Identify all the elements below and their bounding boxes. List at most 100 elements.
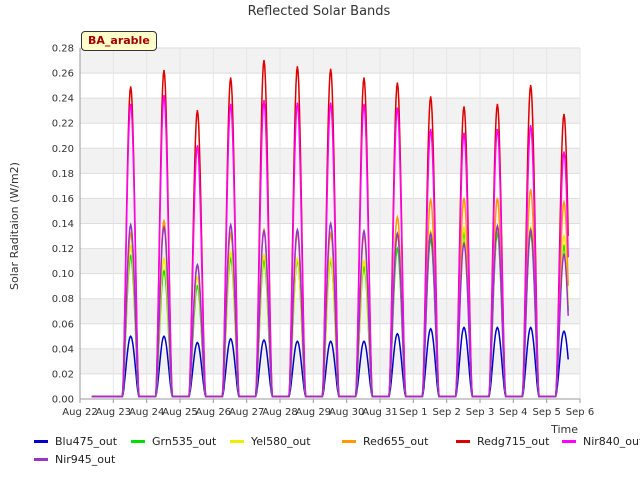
y-tick-label: 0.12	[52, 244, 74, 255]
y-tick-label: 0.26	[52, 69, 74, 80]
legend-label: Yel580_out	[251, 435, 311, 448]
series-layer	[91, 59, 569, 398]
peak-point	[296, 257, 299, 260]
peak-point	[463, 242, 465, 245]
x-tick-label: Aug 23	[96, 407, 131, 418]
peak-point	[229, 103, 232, 106]
peak-point	[163, 220, 165, 222]
x-tick-label: Sep 3	[466, 407, 494, 418]
peak-point	[363, 77, 365, 79]
peak-point	[463, 106, 465, 108]
y-tick-label: 0.16	[52, 194, 74, 205]
peak-point	[129, 255, 132, 257]
y-tick-label: 0.02	[52, 369, 74, 380]
peak-point	[529, 226, 532, 229]
peak-point	[129, 224, 132, 226]
peak-point	[296, 229, 299, 231]
peak-point	[563, 330, 565, 333]
y-tick-label: 0.20	[52, 144, 74, 155]
peak-point	[396, 232, 399, 235]
peak-point	[263, 254, 265, 256]
peak-point	[496, 225, 499, 227]
chart-title: Reflected Solar Bands	[248, 4, 391, 19]
plot-band	[80, 123, 580, 149]
peak-point	[129, 335, 132, 338]
peak-point	[329, 68, 332, 71]
peak-point	[329, 222, 332, 225]
peak-point	[296, 102, 299, 104]
legend-swatch	[562, 439, 576, 443]
peak-point	[163, 335, 165, 338]
plot-band	[80, 273, 580, 299]
peak-point	[396, 216, 399, 218]
x-tick-label: Aug 28	[262, 407, 297, 418]
plot-band	[80, 323, 580, 349]
plot-band	[80, 198, 580, 224]
peak-point	[229, 224, 232, 226]
legend-label: Grn535_out	[152, 435, 217, 448]
peak-point	[429, 198, 432, 201]
series-line-nir945-out	[91, 220, 569, 398]
peak-point	[163, 226, 165, 229]
peak-point	[463, 132, 465, 134]
legend-label: Redg715_out	[477, 435, 550, 448]
y-tick-labels: 0.00 0.02 0.04 0.06 0.08 0.10 0.12 0.14 0.16 0.18…	[52, 44, 74, 406]
y-tick-label: 0.00	[52, 395, 74, 406]
x-tick-label: Sep 6	[566, 407, 594, 418]
y-tick-label: 0.06	[52, 319, 74, 330]
peak-point	[496, 197, 499, 200]
peak-point	[296, 340, 299, 343]
peak-point	[563, 113, 565, 116]
peak-point	[163, 94, 165, 97]
x-tick-label: Aug 26	[196, 407, 231, 418]
plot-band	[80, 173, 580, 199]
plot-band	[80, 298, 580, 324]
peak-point	[129, 245, 132, 247]
peak-point	[196, 264, 199, 266]
peak-point	[296, 66, 299, 68]
x-tick-label: Sep 2	[432, 407, 460, 418]
x-tick-label: Sep 4	[499, 407, 527, 418]
peak-point	[563, 235, 565, 237]
legend-label: Nir840_out	[583, 435, 640, 448]
x-tick-label: Sep 5	[532, 407, 560, 418]
x-tick-label: Aug 22	[62, 407, 97, 418]
x-tick-label: Aug 30	[329, 407, 364, 418]
peak-point	[263, 99, 265, 102]
y-tick-label: 0.04	[52, 344, 74, 355]
peak-point	[429, 230, 432, 232]
peak-point	[196, 285, 199, 288]
peak-point	[329, 102, 332, 104]
legend-item-blu475-out: Blu475_out	[34, 435, 117, 449]
legend-swatch	[342, 439, 356, 443]
peak-point	[529, 326, 532, 329]
legend-label: Blu475_out	[55, 435, 118, 448]
axes	[79, 48, 580, 400]
y-tick-label: 0.24	[52, 94, 74, 105]
legend-item-redg715-out: Redg715_out	[456, 435, 549, 449]
legend-label: Nir945_out	[55, 453, 116, 466]
peak-point	[396, 82, 399, 84]
peak-point	[329, 232, 332, 235]
peak-point	[563, 245, 565, 247]
x-tick-label: Aug 24	[129, 407, 164, 418]
peak-point	[563, 151, 565, 153]
site-label-badge: BA_arable	[81, 31, 157, 51]
legend-item-red655-out: Red655_out	[342, 435, 428, 449]
peak-point	[496, 326, 499, 329]
peak-point	[463, 197, 465, 200]
peak-point	[363, 230, 365, 232]
legend-item-yel580-out: Yel580_out	[230, 435, 311, 449]
legend-item-grn535-out: Grn535_out	[131, 435, 216, 449]
legend-item-nir840-out: Nir840_out	[562, 435, 640, 449]
y-tick-label: 0.08	[52, 294, 74, 305]
peak-point	[229, 251, 232, 254]
peak-point	[429, 128, 432, 131]
peak-point	[263, 339, 265, 341]
plot-band	[80, 373, 580, 399]
plot-band	[80, 348, 580, 374]
peak-point	[129, 86, 132, 88]
x-tick-label: Aug 29	[296, 407, 331, 418]
